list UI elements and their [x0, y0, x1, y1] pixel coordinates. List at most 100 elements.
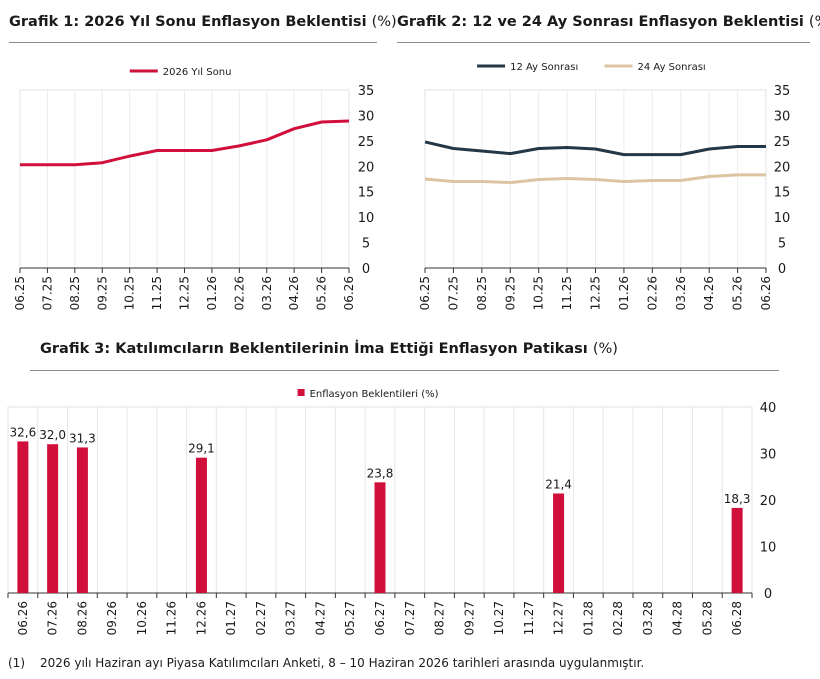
chart1-x-tick-label: 04.26	[287, 276, 301, 310]
chart3-data-label: 29,1	[188, 442, 215, 456]
chart3-x-tick-label: 07.26	[46, 601, 60, 635]
chart1-y-tick-label: 20	[358, 160, 375, 175]
chart2-x-tick-label: 02.26	[645, 276, 659, 310]
chart2-y-tick-label: 0	[778, 262, 786, 277]
chart3-legend-swatch	[297, 389, 305, 396]
chart3-x-tick-label: 01.27	[224, 601, 238, 635]
chart3-x-tick-label: 03.28	[641, 601, 655, 635]
chart1-x-tick-label: 06.26	[342, 276, 356, 310]
chart2-x-tick-label: 06.25	[418, 276, 432, 310]
chart3-x-tick-label: 10.26	[135, 601, 149, 635]
chart2-y-tick-label: 15	[774, 186, 791, 201]
chart3-x-tick-label: 01.28	[581, 601, 595, 635]
chart1-x-tick-label: 01.26	[205, 276, 219, 310]
chart3-x-tick-label: 02.27	[254, 601, 268, 635]
chart3-x-tick-label: 06.26	[16, 601, 30, 635]
chart3-title-main: Grafik 3: Katılımcıların Beklentilerinin…	[40, 341, 588, 357]
chart3-x-tick-label: 09.26	[105, 601, 119, 635]
chart1-series-line-1	[20, 119, 350, 167]
chart2-title-rule	[397, 42, 810, 43]
chart3-bar	[731, 507, 743, 593]
chart3-data-label: 31,3	[69, 431, 96, 445]
chart1-x-tick-label: 11.25	[150, 276, 164, 310]
chart1-y-tick-label: 5	[362, 237, 370, 252]
chart2-x-tick-label: 07.25	[446, 276, 460, 310]
chart2-legend-label-1: 12 Ay Sonrası	[510, 62, 578, 73]
chart2-title-main: Grafik 2: 12 ve 24 Ay Sonrası Enflasyon …	[397, 14, 804, 30]
chart3-x-tick-label: 08.26	[75, 601, 89, 635]
chart2: 06.25 07.25 08.25 09.25 10.25 11.25 12.25 01.26…	[418, 62, 790, 310]
chart1-y-tick-label: 35	[358, 84, 375, 99]
chart1-x-tick-label: 07.25	[40, 276, 54, 310]
chart1-x-tick-label: 06.25	[13, 276, 27, 310]
chart1-x-tick-label: 02.26	[232, 276, 246, 310]
chart3-x-tick-label: 07.27	[403, 601, 417, 635]
chart3-x-tick-label: 12.27	[552, 601, 566, 635]
chart3-data-label: 32,6	[10, 425, 37, 439]
chart1-y-tick-label: 25	[358, 135, 375, 150]
chart2-title: Grafik 2: 12 ve 24 Ay Sonrası Enflasyon …	[397, 14, 820, 30]
chart2-x-tick-label: 11.25	[560, 276, 574, 310]
chart3-x-tick-label: 05.27	[343, 601, 357, 635]
chart3-bar	[195, 457, 207, 593]
chart1-title-rule	[9, 42, 377, 43]
chart2-y-tick-label: 20	[774, 160, 791, 175]
chart1: 06.25 07.25 08.25 09.25 10.25 11.25 12.25 01.26…	[13, 67, 374, 310]
chart1-y-tick-label: 30	[358, 109, 375, 124]
chart1-x-tick-label: 05.26	[315, 276, 329, 310]
chart1-y-tick-label: 15	[358, 186, 375, 201]
chart3-title: Grafik 3: Katılımcıların Beklentilerinin…	[40, 341, 618, 357]
chart2-x-tick-label: 12.25	[589, 276, 603, 310]
chart2-y-tick-label: 10	[774, 211, 791, 226]
chart1-x-tick-label: 12.25	[178, 276, 192, 310]
chart3-bar	[47, 444, 59, 593]
chart3-y-tick-label: 20	[760, 494, 777, 509]
chart2-y-tick-label: 25	[774, 135, 791, 150]
chart1-title-unit: (%)	[371, 14, 397, 30]
chart3-data-label: 18,3	[724, 492, 751, 506]
chart3-data-label: 23,8	[367, 466, 394, 480]
chart2-series-line-2	[424, 173, 766, 185]
chart3-x-tick-label: 11.26	[165, 601, 179, 635]
chart3-x-tick-label: 02.28	[611, 601, 625, 635]
chart2-x-tick-label: 05.26	[731, 276, 745, 310]
chart3-bar	[374, 482, 386, 593]
chart1-legend-label-1: 2026 Yıl Sonu	[163, 67, 232, 78]
chart3-x-tick-label: 10.27	[492, 601, 506, 635]
chart1-title-main: Grafik 1: 2026 Yıl Sonu Enflasyon Beklen…	[9, 14, 367, 30]
chart3-x-tick-label: 09.27	[462, 601, 476, 635]
chart3-y-tick-label: 0	[764, 587, 772, 602]
chart1-x-tick-label: 08.25	[68, 276, 82, 310]
chart2-x-tick-label: 06.26	[759, 276, 773, 310]
chart2-title-unit: (%)	[808, 14, 820, 30]
chart3-y-tick-label: 40	[760, 401, 777, 416]
chart1-y-tick-label: 0	[362, 262, 370, 277]
chart3-title-unit: (%)	[592, 341, 618, 357]
chart2-x-tick-label: 01.26	[617, 276, 631, 310]
chart3-x-tick-label: 11.27	[522, 601, 536, 635]
chart2-y-tick-label: 30	[774, 109, 791, 124]
chart3-x-tick-label: 04.28	[671, 601, 685, 635]
chart3-x-tick-label: 03.27	[284, 601, 298, 635]
chart3-y-tick-label: 10	[760, 541, 777, 556]
chart2-series-line-1	[424, 140, 766, 157]
footnote-number: (1)	[8, 656, 25, 670]
chart3-bar	[76, 447, 88, 593]
chart2-x-tick-label: 04.26	[702, 276, 716, 310]
chart2-x-tick-label: 03.26	[674, 276, 688, 310]
chart3-x-tick-label: 12.26	[194, 601, 208, 635]
chart1-x-tick-label: 10.25	[123, 276, 137, 310]
chart3-bar	[17, 441, 29, 593]
chart3-data-label: 32,0	[39, 428, 66, 442]
chart3: 06.26 07.26 08.26 09.26 10.26 11.26 12.26 01.27…	[7, 389, 777, 635]
chart3-x-tick-label: 06.28	[730, 601, 744, 635]
chart1-x-tick-label: 03.26	[260, 276, 274, 310]
chart3-x-tick-label: 05.28	[700, 601, 714, 635]
chart2-y-tick-label: 5	[778, 237, 786, 252]
chart3-data-label: 21,4	[545, 477, 572, 491]
footnote: (1) 2026 yılı Haziran ayı Piyasa Katılımc…	[8, 656, 644, 670]
chart1-title: Grafik 1: 2026 Yıl Sonu Enflasyon Beklen…	[9, 14, 397, 30]
chart3-legend-label: Enflasyon Beklentileri (%)	[310, 389, 439, 400]
footnote-text: 2026 yılı Haziran ayı Piyasa Katılımcıla…	[40, 656, 645, 670]
